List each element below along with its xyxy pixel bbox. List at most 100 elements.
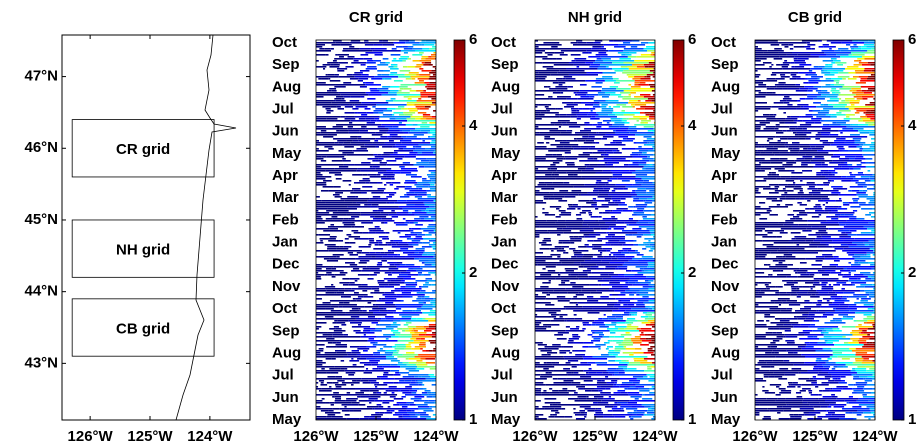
heatmap-texture-cell [409,390,418,392]
heatmap-texture-cell [559,70,585,72]
heatmap-texture-cell [369,268,380,270]
heatmap-texture-cell [407,412,418,414]
heatmap-texture-cell [578,200,590,202]
heatmap-texture-cell [643,140,655,142]
heatmap-texture-cell [409,40,415,42]
heatmap-texture-cell [802,314,809,316]
heatmap-texture-cell [857,366,866,368]
heatmap-texture-cell [801,116,813,118]
heatmap-texture-cell [796,244,800,246]
heatmap-texture-cell [641,322,651,324]
heatmap-texture-cell [552,390,559,392]
heatmap-texture-cell [559,114,567,116]
heatmap-texture-cell [595,60,603,62]
heatmap-texture-cell [628,164,639,166]
heatmap-texture-cell [587,138,591,140]
heatmap-texture-cell [850,270,856,272]
heatmap-texture-cell [858,398,875,400]
heatmap-texture-cell [321,82,326,84]
heatmap-texture-cell [643,136,652,138]
heatmap-texture-cell [316,336,328,338]
heatmap-texture-cell [857,182,866,184]
heatmap-texture-cell [810,324,816,326]
heatmap-texture-cell [535,94,545,96]
heatmap-texture-cell [572,228,582,230]
heatmap-texture-cell [360,72,363,74]
heatmap-texture-cell [549,248,559,250]
heatmap-texture-cell [339,156,345,158]
heatmap-texture-cell [376,300,401,302]
y-tick-label: Nov [711,278,740,295]
heatmap-texture-cell [611,258,618,260]
heatmap-texture-cell [798,414,805,416]
y-tick-label: Jun [711,123,738,140]
heatmap-texture-cell [859,204,871,206]
heatmap-texture-cell [580,384,586,386]
heatmap-texture-cell [553,64,574,66]
heatmap-texture-cell [611,198,621,200]
heatmap-texture-cell [430,302,436,304]
heatmap-texture-cell [316,276,321,278]
heatmap-texture-cell [611,216,615,218]
heatmap-texture-cell [385,62,390,64]
heatmap-texture-cell [356,148,367,150]
heatmap-texture-cell [755,240,763,242]
heatmap-texture-cell [788,352,794,354]
heatmap-texture-cell [838,216,849,218]
heatmap-texture-cell [823,184,829,186]
heatmap-texture-cell [591,330,610,332]
heatmap-texture-cell [401,250,425,252]
heatmap-texture-cell [821,174,829,176]
heatmap-texture-cell [600,228,608,230]
heatmap-texture-cell [354,226,364,228]
heatmap-texture-cell [608,318,617,320]
heatmap-texture-cell [316,84,336,86]
heatmap-texture-cell [848,202,853,204]
heatmap-texture-cell [817,132,821,134]
heatmap-texture-cell [785,178,799,180]
y-tick-label: Oct [711,34,736,51]
map-frame [61,34,251,421]
heatmap-texture-cell [574,238,582,240]
heatmap-texture-cell [554,124,563,126]
heatmap-texture-cell [852,138,862,140]
heatmap-texture-cell [825,362,836,364]
heatmap-texture-cell [758,84,767,86]
heatmap-texture-cell [858,76,869,78]
heatmap-texture-cell [822,396,832,398]
heatmap-texture-cell [350,120,366,122]
heatmap-texture-cell [779,122,785,124]
heatmap-texture-cell [342,222,352,224]
heatmap-texture-cell [630,88,655,90]
heatmap-texture-cell [535,46,539,48]
heatmap-texture-cell [816,310,819,312]
heatmap-texture-cell [628,234,633,236]
heatmap-texture-cell [316,184,327,186]
heatmap-texture-cell [870,64,875,66]
heatmap-texture-cell [599,252,603,254]
heatmap-texture-cell [769,172,772,174]
heatmap-texture-cell [334,366,365,368]
heatmap-texture-cell [645,338,649,340]
heatmap-texture-cell [806,42,810,44]
heatmap-texture-cell [832,290,860,292]
heatmap-texture-cell [873,264,875,266]
heatmap-texture-cell [549,392,560,394]
heatmap-texture-cell [849,100,860,102]
heatmap-texture-cell [374,358,387,360]
heatmap-texture-cell [861,90,867,92]
heatmap-texture-cell [619,126,629,128]
heatmap-texture-cell [848,306,874,308]
heatmap-texture-cell [632,412,645,414]
heatmap-texture-cell [404,282,415,284]
heatmap-texture-cell [374,342,378,344]
heatmap-texture-cell [786,292,797,294]
y-tick-label: Aug [491,78,520,95]
heatmap-texture-cell [396,244,409,246]
heatmap-texture-cell [404,156,416,158]
heatmap-texture-cell [591,324,596,326]
heatmap-texture-cell [801,384,814,386]
heatmap-texture-cell [432,130,436,132]
heatmap-texture-cell [343,394,370,396]
heatmap-texture-cell [559,350,567,352]
